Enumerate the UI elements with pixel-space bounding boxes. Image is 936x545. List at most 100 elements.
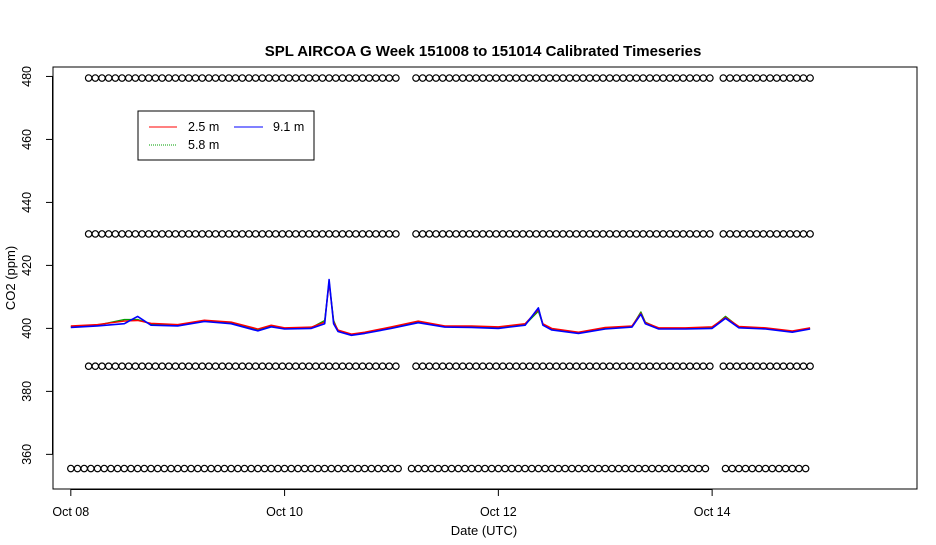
flag-marker: [418, 362, 427, 370]
flag-marker: [652, 74, 661, 82]
flag-marker: [211, 230, 220, 238]
flag-marker: [534, 464, 543, 473]
flag-marker: [138, 230, 146, 238]
flag-marker: [278, 230, 287, 238]
flag-marker: [594, 464, 603, 473]
flag-marker: [332, 362, 340, 370]
flag-marker: [639, 362, 647, 370]
flag-marker: [191, 230, 200, 238]
flag-marker: [198, 230, 206, 238]
flag-marker: [465, 74, 474, 82]
flag-marker: [545, 74, 554, 82]
flag-marker: [565, 362, 574, 370]
flag-marker: [792, 74, 801, 82]
flag-marker: [445, 362, 454, 370]
flag-marker: [692, 362, 701, 370]
flag-marker: [352, 74, 360, 82]
flag-marker: [260, 464, 269, 473]
flag-marker: [340, 464, 349, 473]
flag-marker: [367, 464, 376, 473]
legend-label-9-1m: 9.1 m: [273, 120, 304, 134]
flag-marker: [552, 74, 561, 82]
x-axis-label: Date (UTC): [451, 523, 517, 538]
flag-marker: [305, 362, 313, 370]
flag-marker: [220, 464, 229, 473]
flag-marker: [766, 230, 774, 238]
flag-marker: [514, 464, 523, 473]
flag-marker: [218, 362, 227, 370]
flag-marker: [478, 362, 487, 370]
flag-marker: [198, 362, 206, 370]
flag-marker: [285, 74, 293, 82]
flag-marker: [806, 362, 814, 370]
flag-marker: [438, 74, 447, 82]
flag-marker: [185, 74, 193, 82]
flag-marker: [231, 230, 240, 238]
flag-marker: [492, 74, 500, 82]
flag-marker: [414, 464, 422, 473]
flag-marker: [599, 362, 607, 370]
flag-marker: [338, 362, 347, 370]
flag-marker: [645, 74, 654, 82]
flag-marker: [686, 362, 694, 370]
flag-marker: [599, 74, 607, 82]
flag-marker: [619, 230, 627, 238]
flag-marker: [465, 230, 474, 238]
flag-marker: [465, 362, 474, 370]
flag-marker: [218, 74, 227, 82]
flag-marker: [786, 362, 794, 370]
flag-marker: [519, 230, 527, 238]
flag-marker: [412, 74, 420, 82]
flag-marker: [258, 362, 267, 370]
flag-marker: [552, 362, 561, 370]
flag-marker: [645, 230, 654, 238]
x-tick-label: Oct 10: [266, 505, 303, 519]
flag-marker: [661, 464, 670, 473]
flag-marker: [559, 362, 567, 370]
flag-marker: [801, 464, 810, 473]
flag-marker: [325, 74, 333, 82]
flag-marker: [592, 230, 601, 238]
flag-marker: [100, 464, 109, 473]
flag-marker: [198, 74, 206, 82]
flag-marker: [67, 464, 75, 473]
flag-marker: [621, 464, 630, 473]
flag-marker: [225, 362, 233, 370]
flag-marker: [240, 464, 249, 473]
flag-marker: [592, 74, 601, 82]
flag-marker: [792, 362, 801, 370]
flag-marker: [639, 74, 647, 82]
flag-marker: [659, 74, 667, 82]
flag-marker: [574, 464, 583, 473]
flag-marker: [775, 464, 783, 473]
flag-marker: [298, 230, 307, 238]
y-tick-label: 400: [20, 318, 34, 339]
flag-marker: [441, 464, 449, 473]
flag-marker: [298, 362, 307, 370]
flag-marker: [746, 230, 754, 238]
flag-marker: [761, 464, 770, 473]
series-line-9-1m: [70, 278, 811, 337]
flag-marker: [178, 230, 186, 238]
flag-marker: [585, 74, 594, 82]
flag-marker: [487, 464, 496, 473]
flag-marker: [287, 464, 296, 473]
flag-marker: [795, 464, 803, 473]
x-tick-label: Oct 08: [52, 505, 89, 519]
legend: 2.5 m 5.8 m 9.1 m: [137, 110, 315, 161]
flag-marker: [311, 74, 320, 82]
flag-marker: [205, 230, 213, 238]
flag-marker: [572, 362, 581, 370]
flag-marker: [472, 362, 480, 370]
flag-marker: [151, 230, 160, 238]
flag-marker: [91, 74, 100, 82]
flag-marker: [251, 74, 260, 82]
flag-marker: [706, 74, 714, 82]
flag-marker: [458, 74, 467, 82]
flag-marker: [632, 74, 641, 82]
flag-marker: [380, 464, 389, 473]
flag-marker: [472, 74, 480, 82]
flag-marker: [699, 74, 708, 82]
flag-marker: [792, 230, 801, 238]
